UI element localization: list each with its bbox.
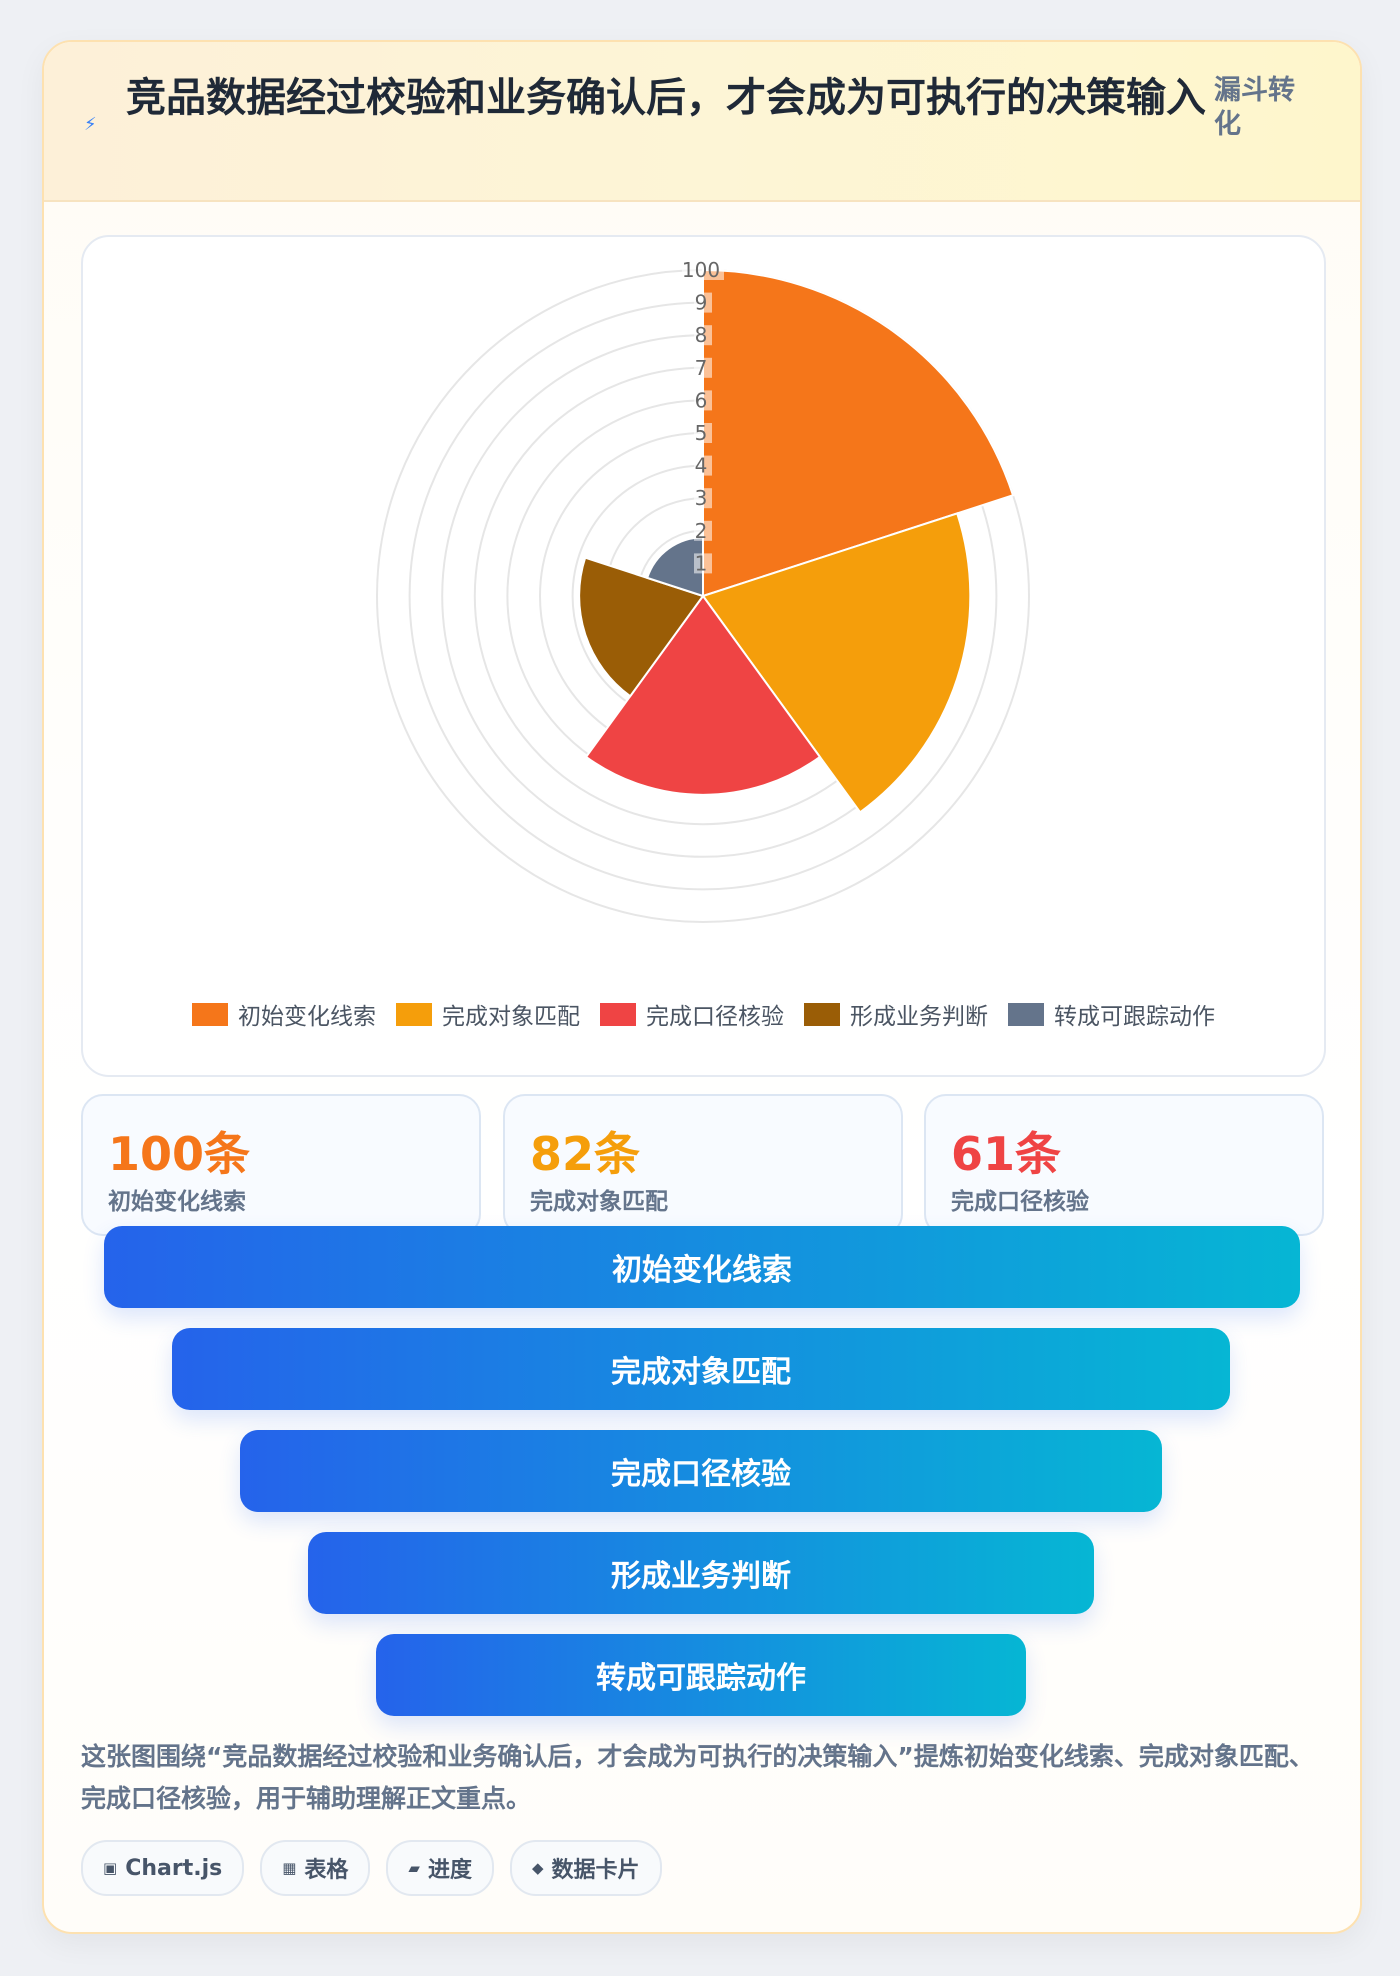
chip-progress[interactable]: ▰ 进度 [386,1840,494,1896]
stat-label: 初始变化线索 [108,1189,246,1215]
chip-table[interactable]: ▦ 表格 [260,1840,371,1896]
tick-label: 6 [695,388,708,412]
tick-label: 1 [695,551,708,575]
stat-cards: 100条 初始变化线索 82条 完成对象匹配 61条 完成口径核验 [81,1094,1324,1236]
tick-label-bg [694,292,712,313]
legend-item[interactable]: 转成可跟踪动作 [1008,997,1215,1031]
table-icon: ▦ [282,1859,297,1877]
legend-label: 初始变化线索 [238,1004,376,1030]
legend-item[interactable]: 完成对象匹配 [396,997,580,1031]
legend-swatch [192,1002,228,1026]
tick-label-bg [694,325,712,346]
tick-label: 2 [695,519,708,543]
tick-label: 5 [695,421,708,445]
infographic-card: ⚡ 竞品数据经过校验和业务确认后，才会成为可执行的决策输入 漏斗转化 1 2 3 4 5… [42,40,1362,1934]
polar-area-chart: 1 2 3 4 5 6 7 8 9 100 [376,258,1030,923]
polar-sector[interactable] [578,556,705,698]
page-title: 竞品数据经过校验和业务确认后，才会成为可执行的决策输入 [126,75,1206,121]
tick-label-bg [694,455,712,476]
stat-value: 100条 [108,1127,251,1181]
chip-label: 进度 [427,1858,472,1883]
stat-card: 100条 初始变化线索 [81,1094,481,1236]
stat-label: 完成对象匹配 [530,1189,668,1215]
legend-swatch [396,1002,432,1026]
header: ⚡ 竞品数据经过校验和业务确认后，才会成为可执行的决策输入 漏斗转化 [44,42,1360,202]
chart-panel: 1 2 3 4 5 6 7 8 9 100 初始变化线索 完成对象匹配 完成口径核验 形成业务判断 转成可… [81,235,1326,1077]
legend-item[interactable]: 形成业务判断 [804,997,988,1031]
tick-label-bg [694,423,712,443]
category-tag: 漏斗转化 [1214,75,1295,140]
funnel-stage: 初始变化线索 [104,1226,1300,1308]
polar-sector[interactable] [584,594,822,796]
chip-data-card[interactable]: ◆ 数据卡片 [509,1840,662,1896]
chip-label: 表格 [304,1858,349,1883]
funnel-stage: 形成业务判断 [308,1532,1094,1614]
legend-label: 完成对象匹配 [442,1004,580,1030]
stat-value: 82条 [530,1127,641,1181]
tick-label: 7 [695,356,708,380]
tick-label: 100 [682,258,720,282]
stat-card: 82条 完成对象匹配 [503,1094,903,1236]
legend-label: 完成口径核验 [646,1004,784,1030]
tick-label: 9 [695,291,708,315]
funnel-stage: 转成可跟踪动作 [376,1634,1026,1716]
chart-legend: 初始变化线索 完成对象匹配 完成口径核验 形成业务判断 转成可跟踪动作 [83,997,1324,1031]
tick-label-bg [694,357,712,378]
legend-item[interactable]: 完成口径核验 [600,997,784,1031]
polar-sector[interactable] [701,512,972,814]
tick-label-bg [682,260,724,280]
funnel-stage: 完成对象匹配 [172,1328,1230,1410]
chart-description: 这张图围绕“竞品数据经过校验和业务确认后，才会成为可执行的决策输入”提炼初始变化… [81,1742,1314,1813]
lightning-icon: ⚡ [84,114,97,135]
tick-label: 8 [695,323,708,347]
tick-label-bg [694,553,712,574]
legend-label: 形成业务判断 [850,1004,988,1030]
legend-swatch [804,1002,840,1026]
chip-label: Chart.js [125,1855,223,1881]
stat-value: 61条 [951,1127,1062,1181]
stat-label: 完成口径核验 [951,1189,1089,1215]
chip-chartjs[interactable]: ▣ Chart.js [81,1840,245,1896]
tick-label-bg [694,390,712,411]
tick-label-bg [694,488,712,509]
legend-item[interactable]: 初始变化线索 [192,997,376,1031]
legend-label: 转成可跟踪动作 [1054,1004,1215,1030]
chip-label: 数据卡片 [551,1858,640,1883]
legend-swatch [600,1002,636,1026]
progress-icon: ▰ [408,1859,420,1877]
tick-label: 3 [695,486,708,510]
polar-sector[interactable] [702,268,1015,598]
tick-label-bg [694,520,712,541]
funnel-stage: 完成口径核验 [240,1430,1162,1512]
tick-label: 4 [695,454,708,478]
legend-swatch [1008,1002,1044,1026]
data-card-icon: ◆ [531,1859,544,1877]
stat-card: 61条 完成口径核验 [924,1094,1324,1236]
feature-chips: ▣ Chart.js ▦ 表格 ▰ 进度 ◆ 数据卡片 [81,1840,662,1896]
chart-icon: ▣ [103,1859,118,1877]
